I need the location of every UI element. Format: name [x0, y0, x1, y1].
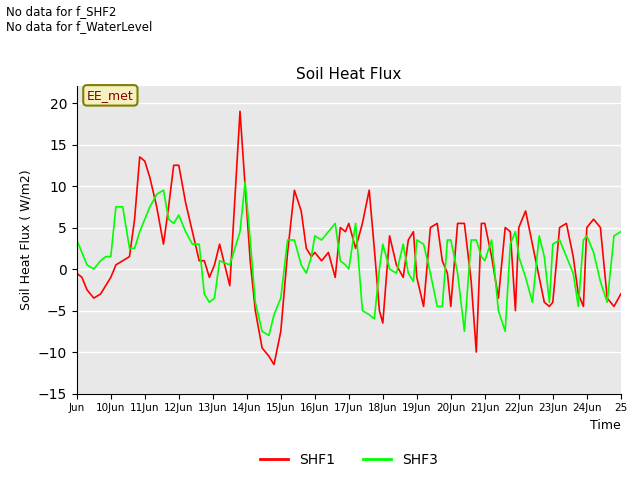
SHF3	[617, 229, 625, 235]
SHF1	[317, 258, 325, 264]
SHF1	[211, 262, 218, 268]
Text: EE_met: EE_met	[87, 89, 134, 102]
SHF1	[495, 295, 502, 301]
SHF1	[413, 275, 420, 280]
SHF1	[617, 291, 625, 297]
Title: Soil Heat Flux: Soil Heat Flux	[296, 68, 401, 83]
Line: SHF1: SHF1	[77, 111, 621, 364]
SHF3	[495, 308, 502, 313]
SHF1	[236, 108, 244, 114]
SHF1	[270, 361, 278, 367]
SHF3	[303, 270, 310, 276]
SHF3	[413, 237, 420, 243]
SHF3	[317, 237, 325, 243]
SHF3	[164, 216, 172, 222]
SHF1	[73, 270, 81, 276]
Y-axis label: Soil Heat Flux ( W/m2): Soil Heat Flux ( W/m2)	[19, 170, 32, 310]
SHF3	[211, 295, 218, 301]
SHF3	[265, 333, 273, 338]
Text: No data for f_SHF2
No data for f_WaterLevel: No data for f_SHF2 No data for f_WaterLe…	[6, 5, 153, 33]
SHF1	[164, 204, 172, 210]
X-axis label: Time: Time	[590, 419, 621, 432]
Line: SHF3: SHF3	[77, 182, 621, 336]
SHF3	[241, 179, 249, 185]
Legend: SHF1, SHF3: SHF1, SHF3	[255, 447, 443, 473]
SHF3	[73, 237, 81, 243]
SHF1	[303, 245, 310, 251]
